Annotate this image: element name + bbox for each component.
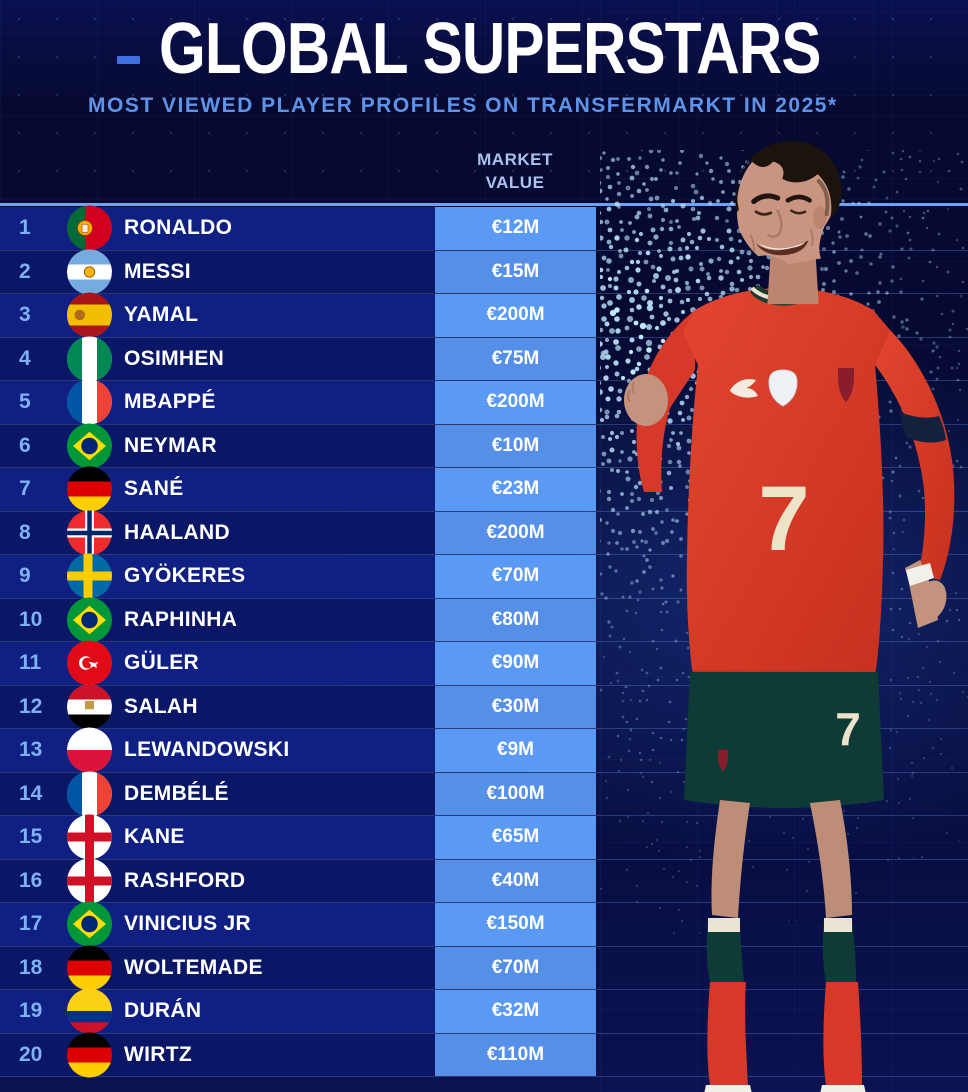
svg-text:7: 7 (758, 468, 809, 570)
svg-text:7: 7 (835, 703, 861, 755)
